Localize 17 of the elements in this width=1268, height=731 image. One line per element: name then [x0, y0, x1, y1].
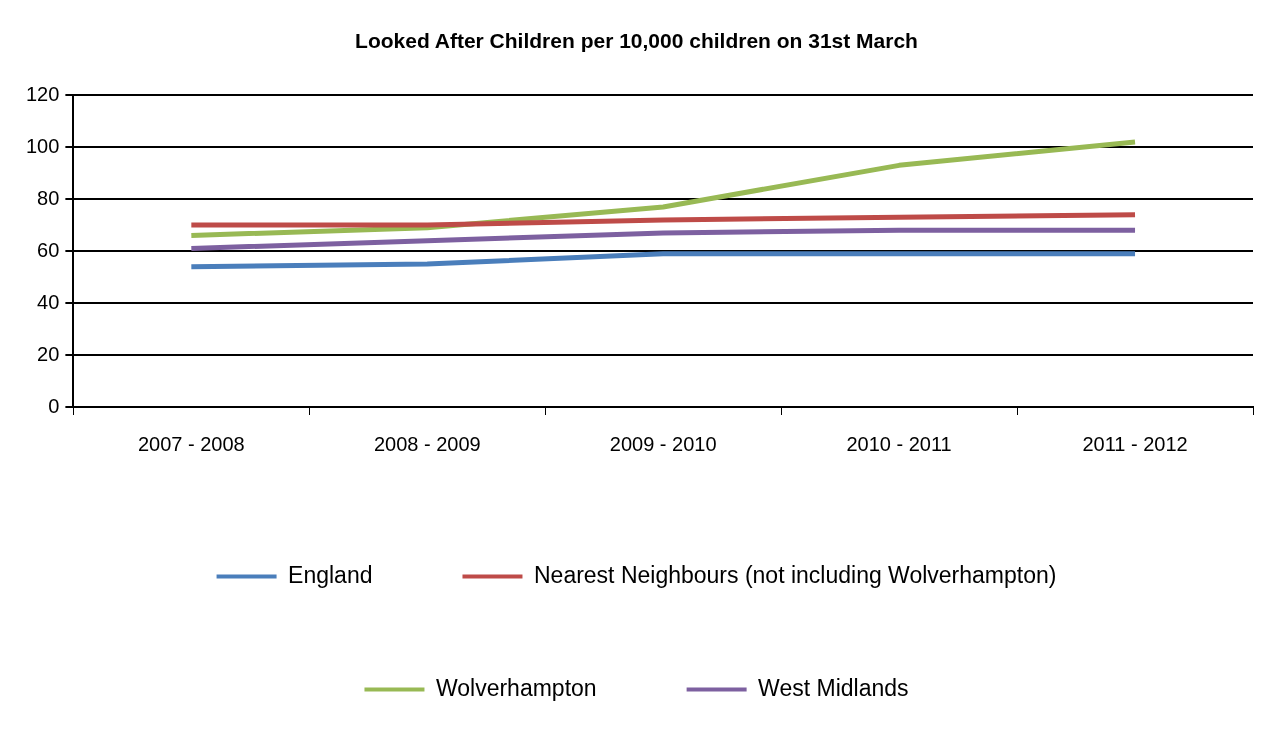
y-tick-label: 40: [37, 290, 60, 313]
legend-label: England: [288, 561, 373, 588]
chart-title: Looked After Children per 10,000 children on 31st March: [355, 29, 918, 53]
y-tick-label: 80: [37, 186, 60, 209]
y-tick-label: 120: [25, 82, 60, 105]
x-tick-label: 2008 - 2009: [373, 432, 481, 455]
x-tick-label: 2007 - 2008: [137, 432, 245, 455]
x-tick-label: 2009 - 2010: [609, 432, 717, 455]
legend-label: Nearest Neighbours (not including Wolverhampton): [533, 561, 1057, 588]
y-tick-label: 20: [37, 342, 60, 365]
x-tick-label: 2011 - 2012: [1082, 432, 1188, 455]
y-tick-label: 0: [48, 394, 60, 417]
legend-label: Wolverhampton: [435, 674, 597, 701]
x-tick-label: 2010 - 2011: [846, 432, 952, 455]
y-tick-label: 100: [25, 134, 60, 157]
legend-label: West Midlands: [758, 674, 909, 701]
y-tick-label: 60: [37, 238, 60, 261]
